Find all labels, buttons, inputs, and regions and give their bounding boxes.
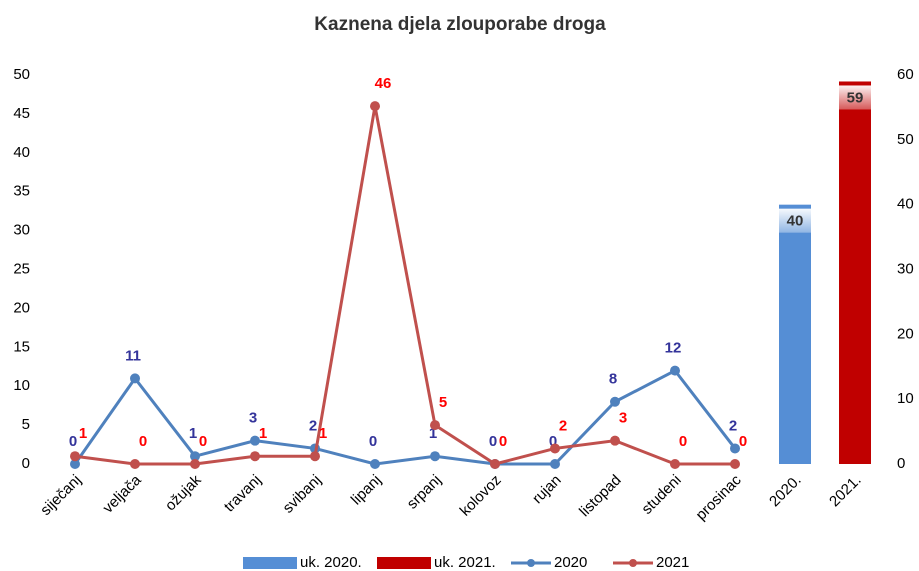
y-tick-label: 40 (13, 144, 30, 161)
point (130, 459, 140, 469)
point (190, 459, 200, 469)
x-tick-label: lipanj (348, 472, 385, 509)
y-tick-label: 20 (13, 299, 30, 316)
x-tick-label: listopad (576, 472, 625, 521)
y2-tick-label: 50 (897, 131, 914, 148)
x-tick-label: svibanj (280, 472, 325, 517)
point (730, 443, 740, 454)
x-tick-label: srpanj (404, 472, 445, 513)
y-tick-label: 30 (13, 222, 30, 239)
x-tick-label: siječanj (37, 472, 84, 519)
data-label: 46 (375, 75, 392, 92)
x-tick-label: 2020. (766, 472, 805, 511)
data-label: 0 (549, 433, 557, 450)
point (670, 459, 680, 469)
data-label: 2 (309, 417, 317, 434)
bar-label-box (839, 85, 871, 110)
point (550, 443, 560, 454)
point (190, 451, 200, 462)
point (250, 435, 260, 446)
y-tick-label: 45 (13, 105, 30, 122)
y-tick-label: 25 (13, 260, 30, 277)
data-label: 0 (69, 433, 77, 450)
y-tick-label: 50 (13, 66, 30, 83)
legend-label: uk. 2020. (300, 554, 362, 571)
data-label: 0 (199, 433, 207, 450)
x-tick-label: travanj (221, 472, 265, 516)
data-label: 1 (189, 425, 197, 442)
x-tick-label: veljača (100, 471, 146, 517)
point (670, 365, 680, 376)
point (370, 101, 380, 112)
point (370, 459, 380, 469)
y2-tick-label: 30 (897, 260, 914, 277)
point (430, 420, 440, 431)
data-label: 1 (79, 425, 87, 442)
point (70, 451, 80, 462)
bar-label-box (779, 208, 811, 233)
point (610, 396, 620, 407)
point (730, 459, 740, 469)
chart-title: Kaznena djela zlouporabe droga (314, 14, 606, 35)
x-tick-label: studeni (638, 472, 684, 518)
point (610, 435, 620, 446)
point (70, 459, 80, 469)
legend-marker (629, 559, 637, 567)
x-tick-label: ožujak (162, 471, 205, 514)
data-label: 1 (259, 425, 267, 442)
x-tick-label: rujan (529, 472, 565, 508)
point (490, 459, 500, 469)
legend-marker (527, 559, 535, 567)
bar-label: 40 (787, 213, 804, 230)
bar (839, 81, 871, 464)
point (310, 451, 320, 462)
data-label: 0 (369, 433, 377, 450)
data-label: 1 (429, 425, 437, 442)
y2-tick-label: 40 (897, 196, 914, 213)
y2-tick-label: 20 (897, 325, 914, 342)
y-tick-label: 5 (22, 416, 30, 433)
data-label: 0 (679, 433, 687, 450)
data-label: 3 (619, 410, 627, 427)
data-label: 11 (125, 347, 141, 364)
data-label: 8 (609, 371, 617, 388)
point (250, 451, 260, 462)
data-label: 1 (319, 425, 327, 442)
y-tick-label: 0 (22, 455, 30, 472)
y2-tick-label: 0 (897, 455, 905, 472)
data-label: 2 (729, 417, 737, 434)
point (550, 459, 560, 469)
legend-label: uk. 2021. (434, 554, 496, 571)
legend-label: 2020 (554, 554, 587, 571)
y-tick-label: 10 (13, 377, 30, 394)
legend-label: 2021 (656, 554, 689, 571)
legend-swatch (377, 557, 431, 569)
line (73, 368, 737, 466)
data-label: 0 (489, 433, 497, 450)
y-tick-label: 15 (13, 338, 30, 355)
legend-swatch (243, 557, 297, 569)
x-tick-label: prosinac (693, 471, 745, 523)
bar-label: 59 (847, 89, 864, 106)
point (430, 451, 440, 462)
x-tick-label: kolovoz (457, 472, 505, 520)
data-label: 12 (665, 340, 682, 357)
data-label: 3 (249, 410, 257, 427)
x-tick-label: 2021. (826, 472, 865, 511)
line (74, 105, 735, 466)
data-label: 0 (139, 433, 147, 450)
data-label: 2 (559, 417, 567, 434)
data-label: 0 (739, 433, 747, 450)
y2-tick-label: 60 (897, 66, 914, 83)
y2-tick-label: 10 (897, 390, 914, 407)
point (130, 373, 140, 384)
bar (779, 204, 811, 464)
data-label: 5 (439, 394, 447, 411)
data-label: 0 (499, 433, 507, 450)
y-tick-label: 35 (13, 183, 30, 200)
